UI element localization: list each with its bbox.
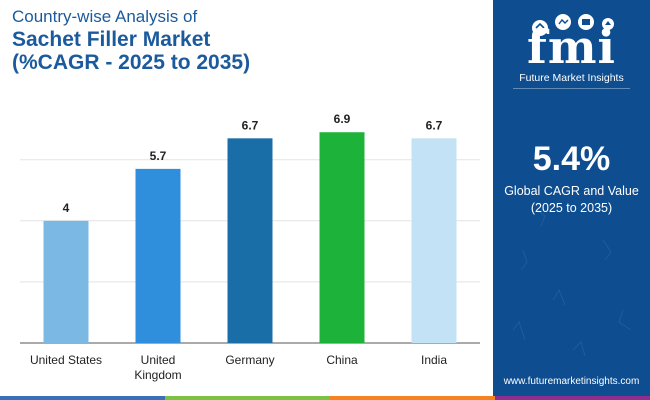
logo-company-name: Future Market Insights xyxy=(519,72,624,84)
bar-2 xyxy=(227,138,273,343)
category-label-3: China xyxy=(326,353,358,367)
category-label-4: India xyxy=(421,353,447,367)
bar-4 xyxy=(411,138,457,343)
side-panel: fmi Future Market Insights 5.4% Global C… xyxy=(493,0,650,400)
data-label-2: 6.7 xyxy=(242,118,259,132)
bar-3 xyxy=(319,132,365,343)
title-line-3: (%CAGR - 2025 to 2035) xyxy=(12,51,251,74)
logo-wordmark: fmi xyxy=(527,20,616,74)
stripe-blue xyxy=(0,396,165,400)
title-line-2: Sachet Filler Market xyxy=(12,28,211,51)
category-label-0: United States xyxy=(30,353,102,367)
cagr-caption-line-2: (2025 to 2035) xyxy=(530,201,613,215)
data-label-4: 6.7 xyxy=(426,118,443,132)
category-label-2: Germany xyxy=(225,353,274,367)
global-cagr-value: 5.4% xyxy=(532,140,611,178)
global-cagr-caption: Global CAGR and Value (2025 to 2035) xyxy=(501,183,642,217)
panel-texture xyxy=(512,209,632,357)
bar-1 xyxy=(135,168,181,343)
stripe-purple xyxy=(495,396,650,400)
fmi-logo: fmi Future Market Insights xyxy=(493,8,650,84)
data-label-1: 5.7 xyxy=(150,149,167,163)
data-label-0: 4 xyxy=(63,201,70,215)
logo-icons xyxy=(532,14,614,36)
stripe-green xyxy=(165,396,330,400)
category-label-1-line-0: United xyxy=(141,353,176,367)
title-line-1: Country-wise Analysis of xyxy=(12,7,198,26)
stripe-orange xyxy=(330,396,495,400)
cagr-caption-line-1: Global CAGR and Value xyxy=(504,184,639,198)
data-label-3: 6.9 xyxy=(334,112,351,126)
website-link[interactable]: www.futuremarketinsights.com xyxy=(503,376,640,387)
bar-0 xyxy=(43,220,89,343)
chart-title: Country-wise Analysis of Sachet Filler M… xyxy=(12,6,482,74)
category-label-1-line-1: Kingdom xyxy=(134,368,181,382)
panel-divider xyxy=(513,88,630,89)
